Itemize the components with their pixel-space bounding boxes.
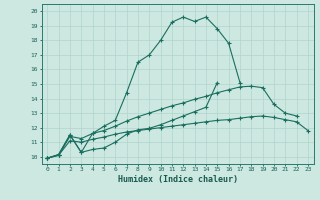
X-axis label: Humidex (Indice chaleur): Humidex (Indice chaleur) xyxy=(118,175,237,184)
